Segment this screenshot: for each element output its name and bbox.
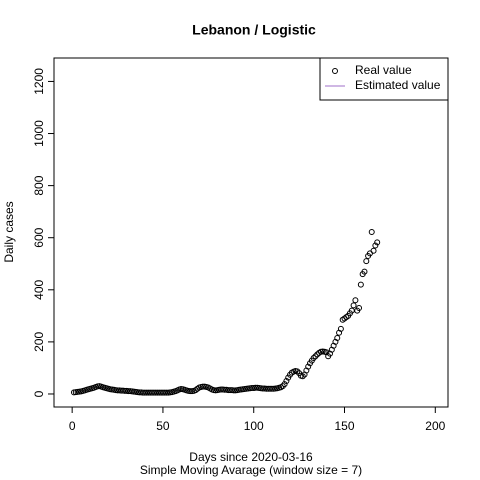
data-point: [305, 363, 312, 370]
data-point: [370, 247, 377, 254]
data-point: [334, 334, 341, 341]
legend-label: Estimated value: [355, 78, 441, 92]
x-axis-label: Days since 2020-03-16: [189, 450, 313, 464]
data-point: [374, 239, 381, 246]
data-point: [187, 388, 194, 395]
chart-title: Lebanon / Logistic: [192, 22, 316, 38]
x-tick-label: 100: [244, 419, 264, 433]
data-point: [372, 242, 379, 249]
legend-box: [319, 57, 449, 101]
plot-box: [53, 57, 449, 408]
legend-label: Real value: [355, 63, 412, 77]
data-point: [361, 268, 368, 275]
y-tick-label: 800: [32, 175, 46, 195]
data-point: [352, 297, 359, 304]
subtitle: Simple Moving Avarage (window size = 7): [140, 463, 362, 477]
data-point: [310, 355, 317, 362]
y-tick-label: 1000: [32, 120, 46, 147]
legend-marker: [332, 68, 338, 74]
x-tick-label: 0: [69, 419, 76, 433]
x-tick-label: 200: [425, 419, 445, 433]
data-point: [350, 302, 357, 309]
data-point: [363, 258, 370, 265]
x-tick-label: 50: [156, 419, 170, 433]
data-point: [368, 228, 375, 235]
y-tick-label: 600: [32, 227, 46, 247]
x-tick-label: 150: [334, 419, 354, 433]
data-point: [299, 373, 306, 380]
y-tick-label: 1200: [32, 68, 46, 95]
data-point: [283, 377, 290, 384]
data-point: [281, 381, 288, 388]
y-tick-label: 400: [32, 279, 46, 299]
data-point: [357, 281, 364, 288]
data-point: [356, 305, 363, 312]
data-point: [199, 383, 206, 390]
y-tick-label: 0: [32, 390, 46, 397]
data-point: [337, 325, 344, 332]
y-tick-label: 200: [32, 332, 46, 352]
data-point: [294, 368, 301, 375]
y-axis-label: Daily cases: [2, 201, 16, 262]
data-point: [312, 353, 319, 360]
